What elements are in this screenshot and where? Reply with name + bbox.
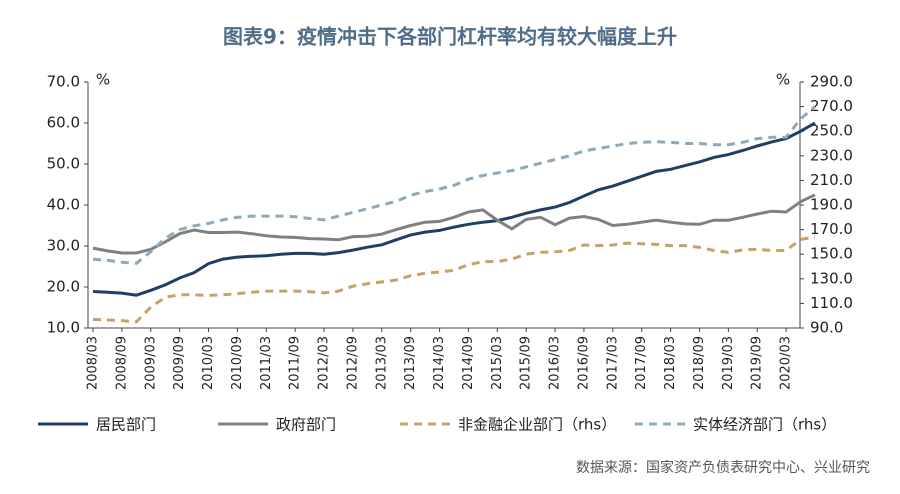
legend-label: 实体经济部门（rhs） (693, 416, 836, 434)
legend-label: 居民部门 (96, 416, 156, 434)
y2-tick-label: 90.0 (810, 319, 843, 337)
y2-tick-label: 210.0 (810, 171, 853, 189)
x-tick-label: 2013/03 (374, 336, 389, 390)
y2-tick-label: 130.0 (810, 269, 853, 287)
x-tick-label: 2019/03 (721, 336, 736, 390)
y-tick-label: 20.0 (47, 278, 80, 296)
x-tick-label: 2015/03 (490, 336, 505, 390)
x-tick-label: 2008/09 (114, 336, 129, 390)
y2-tick-label: 170.0 (810, 220, 853, 238)
x-tick-label: 2014/03 (432, 336, 447, 390)
x-tick-label: 2017/03 (605, 336, 620, 390)
x-tick-label: 2008/03 (86, 336, 101, 390)
x-tick-label: 2009/09 (172, 336, 187, 390)
y2-unit: % (776, 71, 790, 89)
x-tick-label: 2019/09 (750, 336, 765, 390)
x-tick-label: 2013/09 (403, 336, 418, 390)
x-tick-label: 2010/03 (201, 336, 216, 390)
x-tick-label: 2012/09 (345, 336, 360, 390)
x-tick-label: 2018/09 (692, 336, 707, 390)
y2-tick-label: 230.0 (810, 146, 853, 164)
x-tick-label: 2010/09 (230, 336, 245, 390)
x-tick-label: 2009/03 (143, 336, 158, 390)
x-tick-label: 2014/09 (461, 336, 476, 390)
x-tick-label: 2020/03 (779, 336, 794, 390)
chart-title: 图表9：疫情冲击下各部门杠杆率均有较大幅度上升 (223, 25, 677, 49)
legend-label: 非金融企业部门（rhs） (458, 416, 616, 434)
y-tick-label: 40.0 (47, 196, 80, 214)
x-tick-label: 2011/03 (259, 336, 274, 390)
y-tick-label: 60.0 (47, 114, 80, 132)
y2-tick-label: 250.0 (810, 122, 853, 140)
y2-tick-label: 290.0 (810, 73, 853, 91)
y-unit: % (96, 71, 110, 89)
x-tick-label: 2012/03 (317, 336, 332, 390)
y-tick-label: 70.0 (47, 73, 80, 91)
series-line (92, 121, 816, 297)
x-tick-label: 2016/09 (576, 336, 591, 390)
x-tick-label: 2011/09 (288, 336, 303, 390)
y-tick-label: 10.0 (47, 319, 80, 337)
series-line (92, 105, 816, 265)
y2-tick-label: 270.0 (810, 97, 853, 115)
x-tick-label: 2015/09 (519, 336, 534, 390)
source: 数据来源：国家资产负债表研究中心、兴业研究 (576, 459, 870, 476)
series-line (92, 235, 816, 324)
y2-tick-label: 190.0 (810, 196, 853, 214)
x-tick-label: 2018/03 (663, 336, 678, 390)
y2-tick-label: 150.0 (810, 245, 853, 263)
y2-tick-label: 110.0 (810, 294, 853, 312)
x-tick-label: 2017/09 (634, 336, 649, 390)
y-tick-label: 30.0 (47, 237, 80, 255)
series-line (92, 193, 816, 255)
x-tick-label: 2016/03 (548, 336, 563, 390)
y-tick-label: 50.0 (47, 155, 80, 173)
legend-label: 政府部门 (276, 416, 336, 434)
